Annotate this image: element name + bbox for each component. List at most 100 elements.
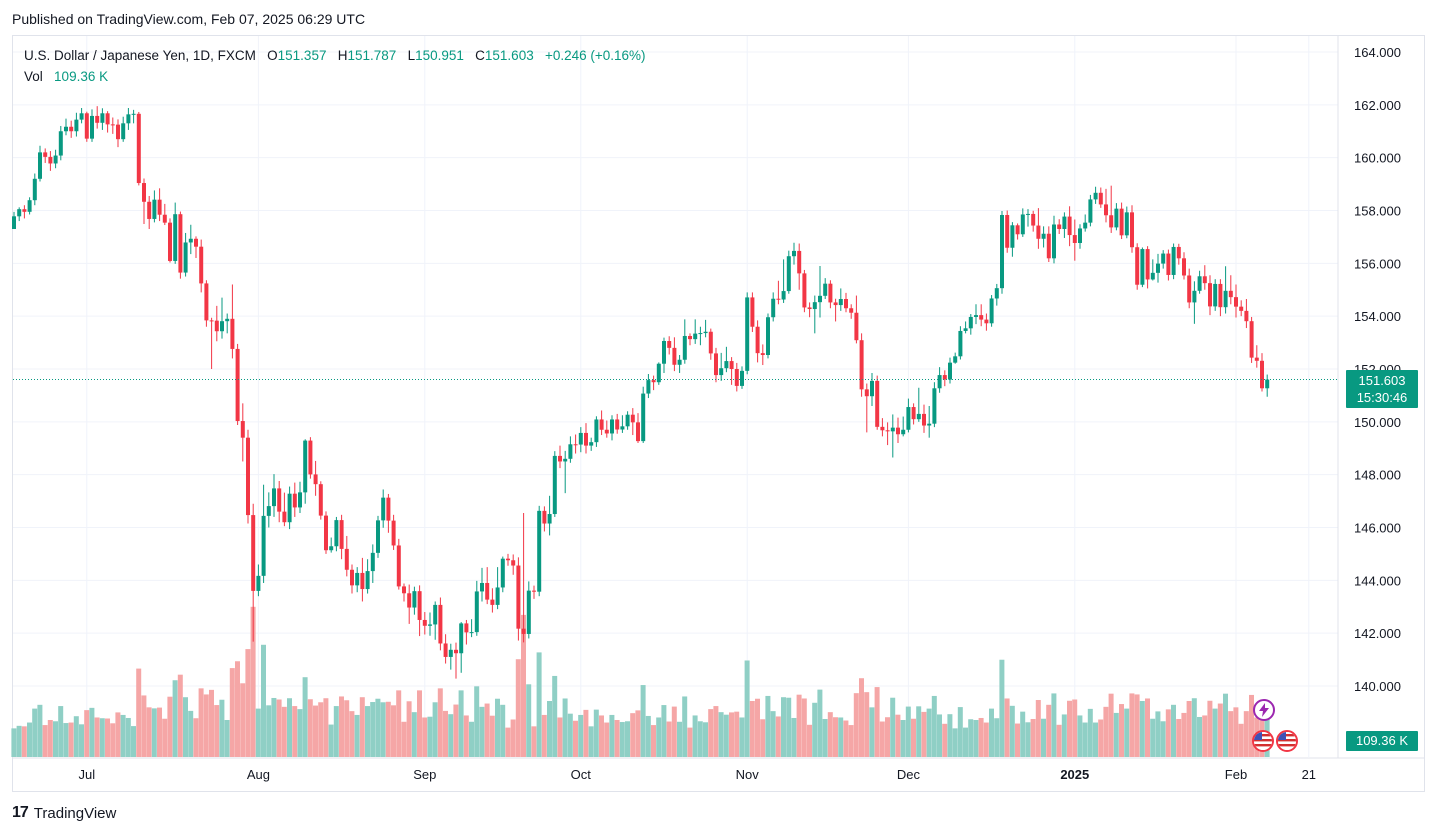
- candle-body: [381, 497, 386, 521]
- volume-bar: [1233, 707, 1239, 757]
- candle-body: [339, 520, 344, 549]
- candle-body: [1015, 225, 1020, 235]
- us-flag-icon[interactable]: [1276, 730, 1298, 752]
- candle-body: [428, 624, 432, 626]
- volume-bar: [708, 709, 714, 757]
- volume-bar: [177, 674, 183, 757]
- volume-bar: [375, 698, 381, 757]
- volume-bar: [1165, 709, 1171, 757]
- volume-bar: [489, 715, 495, 757]
- volume-bar: [739, 717, 745, 757]
- volume-bar: [16, 725, 22, 757]
- volume-bar: [125, 717, 131, 757]
- volume-bar: [947, 714, 953, 757]
- candle-body: [1078, 228, 1082, 243]
- volume-bar: [151, 708, 157, 757]
- volume-bar: [1217, 703, 1223, 757]
- volume-bar: [432, 702, 438, 757]
- volume-bar: [833, 717, 838, 757]
- candle-body: [1041, 233, 1046, 239]
- candle-body: [1234, 297, 1238, 307]
- candle-body: [1072, 235, 1077, 243]
- candle-body: [797, 250, 802, 274]
- volume-bar: [157, 707, 162, 757]
- candle-body: [1119, 208, 1124, 236]
- candle-body: [1166, 253, 1171, 275]
- volume-bar: [146, 707, 152, 757]
- candle-body: [53, 155, 58, 164]
- volume-bar: [396, 690, 402, 757]
- volume-bar: [874, 687, 880, 757]
- bar-countdown: 15:30:46: [1356, 390, 1408, 405]
- candle-body: [1197, 276, 1202, 291]
- volume-bar: [885, 717, 890, 757]
- symbol-label[interactable]: U.S. Dollar / Japanese Yen, 1D, FXCM: [24, 48, 256, 63]
- y-tick-label: 146.000: [1354, 521, 1401, 536]
- footer-brand[interactable]: 17 TradingView: [12, 804, 116, 822]
- candle-body: [734, 369, 739, 386]
- candle-body: [963, 328, 968, 331]
- candle-body: [131, 113, 136, 115]
- volume-bar: [1009, 705, 1015, 757]
- candle-body: [1062, 216, 1067, 229]
- candle-body: [896, 427, 900, 435]
- volume-bar: [770, 711, 776, 757]
- us-flag-icon[interactable]: [1252, 730, 1274, 752]
- candle-body: [251, 515, 256, 591]
- volume-row: Vol 109.36 K: [24, 66, 646, 87]
- chart-frame[interactable]: [12, 35, 1425, 792]
- candle-body: [1020, 214, 1025, 235]
- volume-bar: [271, 697, 277, 757]
- volume-bar: [614, 720, 620, 757]
- candle-body: [235, 348, 240, 422]
- candle-body: [1187, 275, 1192, 303]
- candle-body: [355, 572, 360, 586]
- volume-bar: [703, 722, 708, 757]
- volume-bar: [786, 697, 792, 757]
- volume-value: 109.36 K: [54, 69, 109, 84]
- volume-bar: [926, 708, 932, 757]
- candle-body: [27, 200, 32, 212]
- candle-body: [152, 199, 157, 219]
- volume-bar: [822, 718, 828, 757]
- candle-body: [641, 393, 646, 442]
- candle-body: [552, 455, 557, 515]
- candle-body: [880, 426, 885, 431]
- candle-body: [625, 414, 630, 427]
- volume-bar: [79, 724, 84, 757]
- volume-bar: [905, 706, 911, 757]
- candle-body: [1244, 310, 1249, 322]
- candle-body: [932, 388, 937, 424]
- candle-body: [474, 591, 479, 633]
- volume-bar: [141, 695, 147, 757]
- ohlc-row: U.S. Dollar / Japanese Yen, 1D, FXCM O15…: [24, 45, 646, 66]
- candle-body: [1088, 199, 1093, 223]
- candle-body: [1109, 215, 1114, 228]
- candle-body: [526, 590, 531, 634]
- volume-bar: [1249, 694, 1254, 757]
- volume-bar: [1025, 722, 1031, 757]
- volume-bar: [203, 694, 209, 757]
- lightning-icon[interactable]: [1253, 699, 1275, 721]
- candle-body: [651, 380, 656, 383]
- volume-bar: [989, 708, 994, 757]
- volume-bar: [115, 712, 121, 757]
- volume-bar: [864, 692, 870, 757]
- volume-bar: [755, 698, 760, 757]
- volume-label[interactable]: Vol: [24, 69, 43, 84]
- volume-bar: [588, 726, 594, 757]
- candle-body: [1145, 249, 1150, 280]
- candle-body: [849, 308, 854, 313]
- x-tick-label: Nov: [736, 767, 760, 782]
- volume-bar: [411, 712, 417, 757]
- candle-body: [1067, 216, 1072, 236]
- volume-bar: [812, 702, 818, 757]
- y-tick-label: 144.000: [1354, 573, 1401, 588]
- x-tick-label: Feb: [1225, 767, 1247, 782]
- candle-body: [1208, 283, 1212, 307]
- volume-bar: [952, 728, 958, 757]
- volume-bar: [1191, 698, 1197, 757]
- volume-bar: [401, 721, 407, 757]
- volume-bar: [21, 726, 27, 757]
